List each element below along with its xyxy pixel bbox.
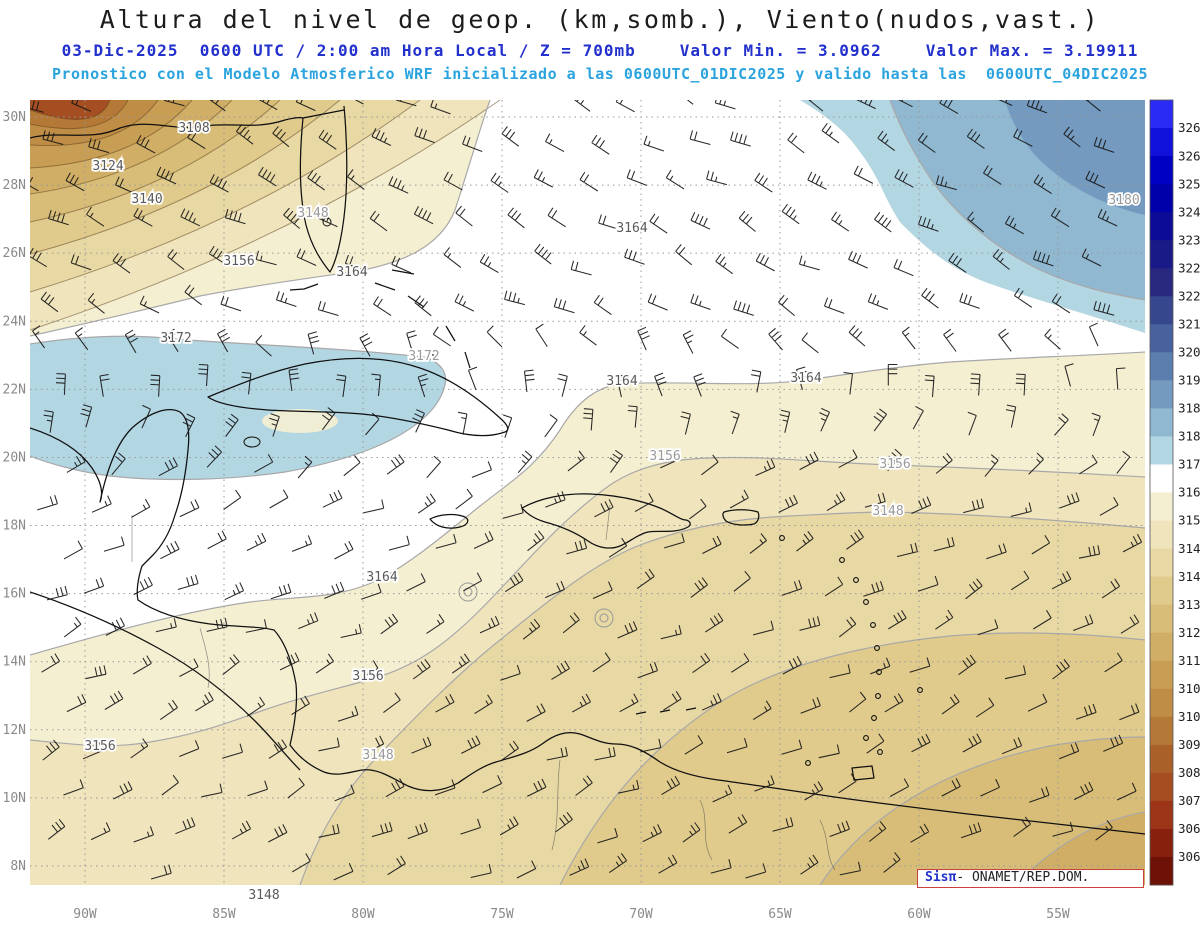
svg-text:85W: 85W: [212, 907, 236, 922]
svg-text:3172: 3172: [408, 349, 439, 364]
svg-text:3156: 3156: [649, 449, 680, 464]
svg-text:3084: 3084: [1178, 765, 1200, 780]
axis-labels: 30N 28N 26N 24N 22N 20N 18N 16N 14N 12N 10N 8N 90W 85…: [3, 110, 1070, 922]
svg-text:3172: 3172: [1178, 457, 1200, 472]
svg-text:3196: 3196: [1178, 373, 1200, 388]
svg-text:10N: 10N: [3, 791, 26, 806]
svg-text:14N: 14N: [3, 655, 26, 670]
svg-text:3180: 3180: [1108, 193, 1139, 208]
svg-text:3140: 3140: [1178, 569, 1200, 584]
svg-text:22N: 22N: [3, 382, 26, 397]
svg-text:3148: 3148: [1178, 541, 1200, 556]
svg-text:3180: 3180: [1178, 429, 1200, 444]
credit-box: Sisπ- ONAMET/REP.DOM.: [917, 869, 1144, 888]
svg-text:3260: 3260: [1178, 148, 1200, 163]
svg-text:3164: 3164: [790, 371, 821, 386]
svg-text:3156: 3156: [1178, 513, 1200, 528]
svg-text:3164: 3164: [1178, 485, 1200, 500]
svg-text:3156: 3156: [879, 457, 910, 472]
svg-text:3164: 3164: [606, 374, 637, 389]
svg-text:3140: 3140: [131, 192, 162, 207]
svg-text:18N: 18N: [3, 519, 26, 534]
svg-text:3060: 3060: [1178, 849, 1200, 864]
svg-text:3076: 3076: [1178, 793, 1200, 808]
svg-text:3228: 3228: [1178, 260, 1200, 275]
svg-text:3164: 3164: [616, 221, 647, 236]
svg-text:90W: 90W: [73, 907, 97, 922]
svg-text:3068: 3068: [1178, 821, 1200, 836]
wind-barbs: [30, 100, 1143, 881]
coastlines: [30, 105, 1145, 871]
svg-text:3156: 3156: [223, 254, 254, 269]
svg-text:3108: 3108: [1178, 681, 1200, 696]
svg-text:3172: 3172: [160, 331, 191, 346]
svg-text:12N: 12N: [3, 723, 26, 738]
svg-text:16N: 16N: [3, 587, 26, 602]
svg-text:3156: 3156: [352, 669, 383, 684]
credit-brand: Sisπ: [925, 870, 957, 885]
value-max: Valor Max. = 3.19911: [925, 41, 1139, 60]
credit-org: - ONAMET/REP.DOM.: [956, 870, 1090, 885]
svg-text:3156: 3156: [84, 739, 115, 754]
page-title: Altura del nivel de geop. (km,somb.), Vi…: [99, 5, 1101, 34]
svg-text:3212: 3212: [1178, 316, 1200, 331]
contour-labels: 3108 3124 3140 3148 3156 3164 3164 3172 3172 3180…: [83, 119, 1142, 905]
svg-text:3132: 3132: [1178, 597, 1200, 612]
value-min: Valor Min. = 3.0962: [679, 41, 882, 60]
svg-text:3164: 3164: [336, 265, 367, 280]
svg-text:3252: 3252: [1178, 176, 1200, 191]
svg-text:60W: 60W: [907, 907, 931, 922]
subtitle-model-line: Pronostico con el Modelo Atmosferico WRF…: [51, 65, 1149, 83]
svg-text:3100: 3100: [1178, 709, 1200, 724]
svg-text:3244: 3244: [1178, 204, 1200, 219]
colorbar: 3268 3260 3252 3244 3236 3228 3220 3212 3204 3196…: [1149, 99, 1200, 886]
svg-text:3148: 3148: [362, 748, 393, 763]
svg-text:3220: 3220: [1178, 288, 1200, 303]
svg-text:3148: 3148: [248, 888, 279, 903]
svg-text:20N: 20N: [3, 450, 26, 465]
svg-text:3124: 3124: [92, 159, 123, 174]
svg-text:8N: 8N: [10, 859, 26, 874]
svg-text:75W: 75W: [490, 907, 514, 922]
svg-text:80W: 80W: [351, 907, 375, 922]
subtitle-datetime-line: 03-Dic-2025 0600 UTC / 2:00 am Hora Loca…: [0, 41, 1200, 60]
svg-text:3124: 3124: [1178, 625, 1200, 640]
svg-text:3164: 3164: [366, 570, 397, 585]
svg-text:65W: 65W: [768, 907, 792, 922]
svg-text:3236: 3236: [1178, 232, 1200, 247]
svg-text:3188: 3188: [1178, 401, 1200, 416]
svg-text:26N: 26N: [3, 246, 26, 261]
svg-text:3108: 3108: [178, 121, 209, 136]
svg-text:3116: 3116: [1178, 653, 1200, 668]
svg-text:3148: 3148: [872, 504, 903, 519]
svg-text:3092: 3092: [1178, 737, 1200, 752]
svg-text:3268: 3268: [1178, 120, 1200, 135]
svg-text:24N: 24N: [3, 314, 26, 329]
svg-text:30N: 30N: [3, 110, 26, 125]
valid-datetime: 03-Dic-2025 0600 UTC / 2:00 am Hora Loca…: [61, 41, 636, 60]
svg-text:3148: 3148: [297, 206, 328, 221]
svg-text:28N: 28N: [3, 178, 26, 193]
shading-layer: [30, 100, 1145, 885]
svg-text:55W: 55W: [1046, 907, 1070, 922]
svg-text:70W: 70W: [629, 907, 653, 922]
svg-text:3204: 3204: [1178, 345, 1200, 360]
